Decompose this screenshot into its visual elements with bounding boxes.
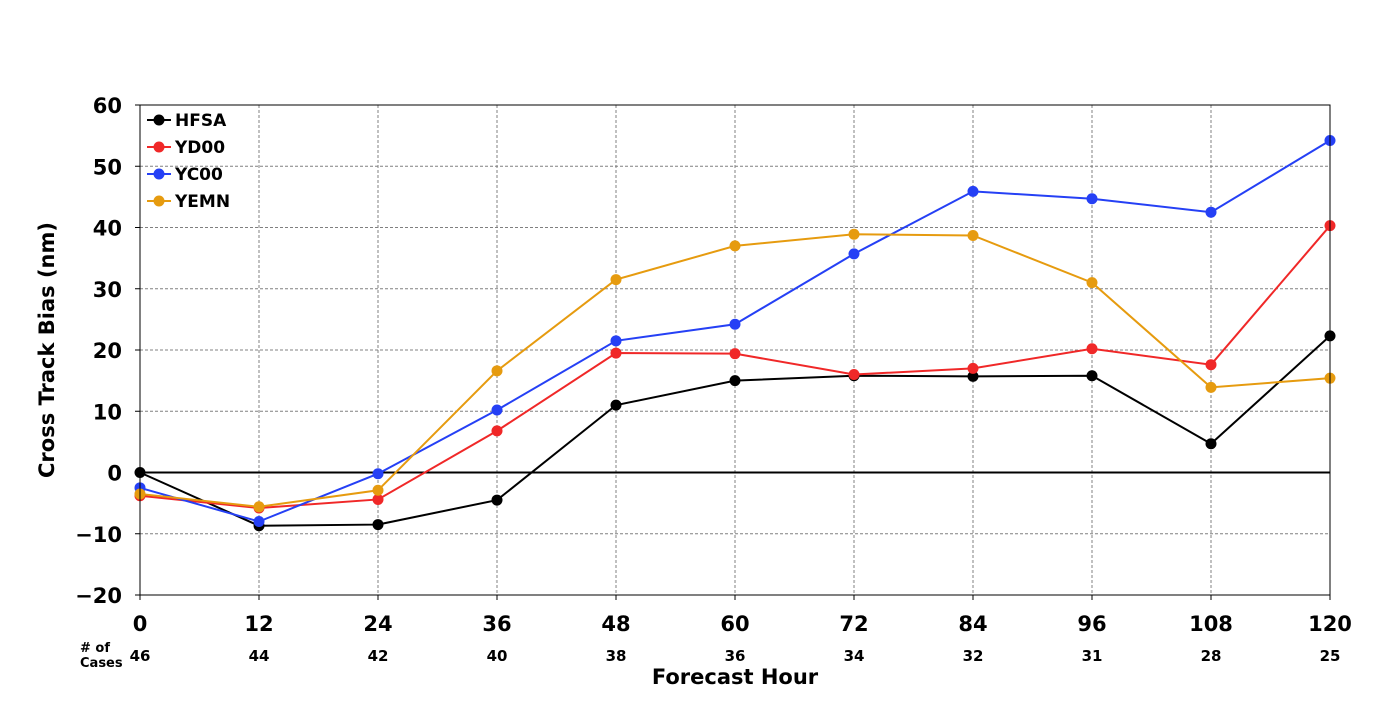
- legend-item-yd00: YD00: [147, 138, 225, 158]
- y-tick-label: 60: [93, 94, 122, 118]
- y-tick-label: 40: [93, 217, 122, 241]
- y-tick-label: −10: [75, 523, 122, 547]
- cases-layer: # of Cases 46 44 42 40 38 36 34 32 31 28 25: [80, 641, 1340, 671]
- data-point-hfsa: [610, 399, 622, 411]
- data-point-yc00: [372, 468, 384, 480]
- y-tick-label: 10: [93, 400, 122, 424]
- x-tick-label: 108: [1189, 612, 1233, 636]
- legend-label: YC00: [174, 165, 223, 185]
- data-point-yd00: [610, 347, 622, 359]
- series-yc00: [134, 135, 1336, 527]
- data-point-yc00: [967, 185, 979, 197]
- case-count: 34: [844, 647, 865, 665]
- x-tick-label: 84: [958, 612, 987, 636]
- x-tick-label: 72: [839, 612, 868, 636]
- cases-row-title: # of Cases: [80, 641, 123, 671]
- x-tick-label: 120: [1308, 612, 1352, 636]
- case-count: 38: [606, 647, 627, 665]
- case-count: 42: [368, 647, 389, 665]
- data-point-yemn: [491, 365, 503, 377]
- legend-item-yc00: YC00: [147, 165, 223, 185]
- legend-label: YD00: [174, 138, 225, 158]
- legend-label: YEMN: [174, 192, 230, 212]
- case-count: 32: [963, 647, 984, 665]
- data-point-yemn: [1205, 381, 1217, 393]
- y-tick-label: 30: [93, 278, 122, 302]
- legend-marker: [153, 114, 165, 126]
- x-tick-label: 0: [133, 612, 148, 636]
- legend-label: HFSA: [175, 111, 227, 131]
- case-count: 36: [725, 647, 746, 665]
- case-count: 31: [1082, 647, 1103, 665]
- x-tick-label: 36: [482, 612, 511, 636]
- data-point-hfsa: [729, 375, 741, 387]
- data-point-yc00: [1205, 206, 1217, 218]
- case-count: 40: [487, 647, 508, 665]
- data-point-hfsa: [1086, 370, 1098, 382]
- x-tick-label: 60: [720, 612, 749, 636]
- x-tick-label: 48: [601, 612, 630, 636]
- data-point-hfsa: [372, 519, 384, 531]
- data-point-yc00: [610, 335, 622, 347]
- case-count: 28: [1201, 647, 1222, 665]
- data-point-yemn: [729, 240, 741, 252]
- data-point-hfsa: [967, 370, 979, 382]
- y-axis-title: Cross Track Bias (nm): [35, 222, 59, 478]
- legend: HFSA YD00 YC00 YEMN: [147, 111, 230, 212]
- case-count: 44: [249, 647, 270, 665]
- data-point-yd00: [967, 362, 979, 374]
- data-point-yemn: [372, 484, 384, 496]
- case-count: 46: [130, 647, 151, 665]
- legend-marker: [153, 141, 165, 153]
- tick-layer: 0 12 24 36 48 60 72 84 96 108 120 −20 −10 0 10 20 30 40 50…: [75, 94, 1352, 636]
- x-axis-title: Forecast Hour: [652, 665, 819, 689]
- data-point-yc00: [491, 404, 503, 416]
- data-point-yc00: [1086, 193, 1098, 205]
- data-point-hfsa: [491, 494, 503, 506]
- data-point-yd00: [1205, 359, 1217, 371]
- data-point-yemn: [253, 501, 265, 513]
- data-point-yd00: [372, 493, 384, 505]
- data-point-yd00: [848, 369, 860, 380]
- data-point-yd00: [729, 348, 741, 360]
- data-point-yemn: [967, 229, 979, 241]
- legend-marker: [153, 195, 165, 207]
- data-point-yc00: [729, 318, 741, 330]
- case-count: 25: [1320, 647, 1341, 665]
- data-point-hfsa: [1205, 438, 1217, 450]
- y-tick-label: 50: [93, 155, 122, 179]
- y-tick-label: 20: [93, 339, 122, 363]
- x-tick-label: 96: [1077, 612, 1106, 636]
- data-point-yemn: [1086, 277, 1098, 289]
- x-tick-label: 24: [363, 612, 392, 636]
- data-point-yd00: [491, 425, 503, 437]
- data-point-yd00: [1086, 343, 1098, 355]
- legend-item-yemn: YEMN: [147, 192, 230, 212]
- legend-marker: [153, 168, 165, 180]
- y-tick-label: −20: [75, 584, 122, 608]
- series-layer: [134, 135, 1336, 532]
- data-point-yc00: [848, 248, 860, 260]
- y-tick-label: 0: [107, 462, 122, 486]
- legend-item-hfsa: HFSA: [147, 111, 227, 131]
- data-point-yemn: [848, 228, 860, 240]
- data-point-yemn: [610, 274, 622, 286]
- data-point-yc00: [253, 516, 265, 527]
- x-tick-label: 12: [244, 612, 273, 636]
